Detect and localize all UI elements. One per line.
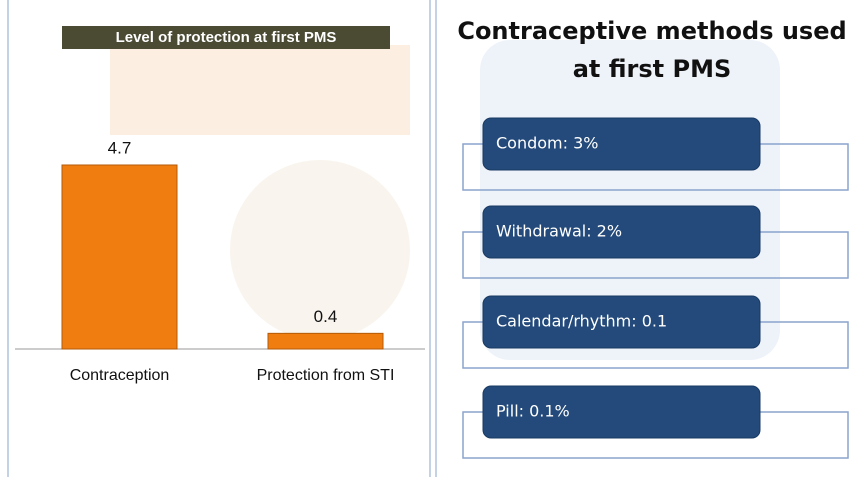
panel-title: Contraceptive methods used: [457, 17, 846, 45]
slide: Level of protection at first PMS Contrac…: [0, 0, 861, 477]
value-label: 0.4: [314, 307, 338, 326]
value-label: 4.7: [108, 138, 132, 157]
item-text: Condom: 3%: [496, 134, 599, 153]
x-tick-label: Contraception: [70, 367, 170, 384]
watermark: [110, 45, 410, 135]
bar: [268, 333, 383, 349]
page: {"chart_data": {"type": "bar", "title": …: [0, 0, 861, 477]
panel-title: at first PMS: [573, 55, 732, 83]
x-tick-label: Protection from STI: [257, 367, 395, 384]
item-text: Withdrawal: 2%: [496, 222, 622, 241]
chart-title: Level of protection at first PMS: [116, 29, 337, 46]
item-text: Pill: 0.1%: [496, 402, 570, 421]
bar: [62, 165, 177, 349]
item-text: Calendar/rhythm: 0.1: [496, 312, 667, 331]
